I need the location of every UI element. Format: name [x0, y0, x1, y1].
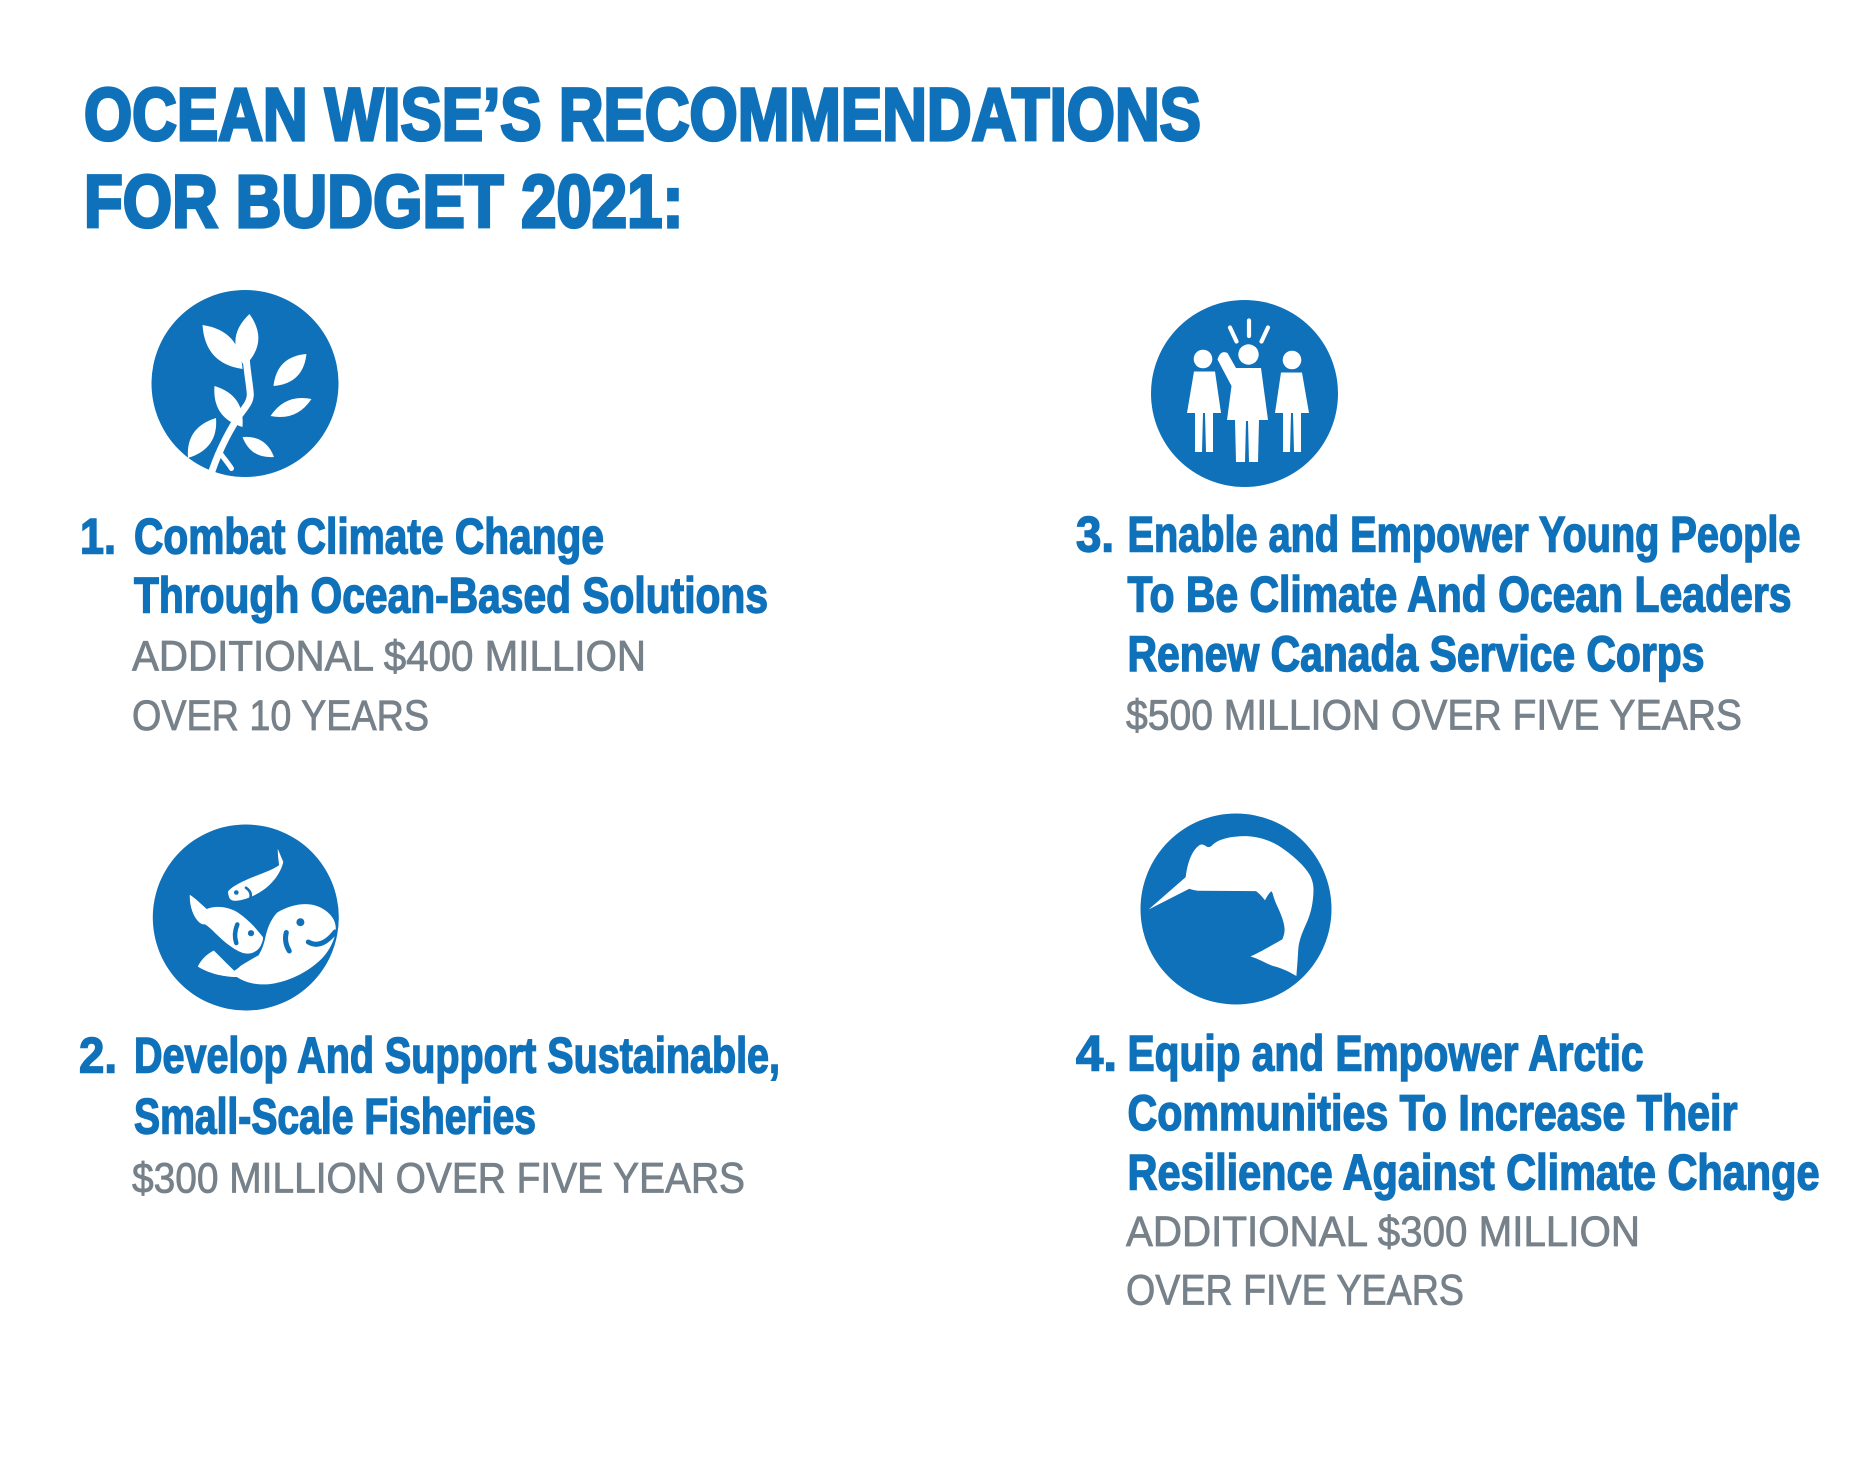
svg-text:Through Ocean-Based Solutions: Through Ocean-Based Solutions — [134, 568, 768, 624]
svg-text:Renew Canada Service Corps: Renew Canada Service Corps — [1128, 626, 1705, 682]
svg-text:3.: 3. — [1076, 507, 1114, 563]
svg-text:Enable and Empower Young Peopl: Enable and Empower Young People — [1128, 507, 1801, 563]
svg-text:$300 MILLION OVER FIVE YEARS: $300 MILLION OVER FIVE YEARS — [132, 1154, 745, 1201]
svg-text:4.: 4. — [1076, 1026, 1117, 1082]
svg-text:1.: 1. — [80, 509, 116, 565]
svg-text:ADDITIONAL $300 MILLION: ADDITIONAL $300 MILLION — [1126, 1208, 1640, 1255]
svg-text:Resilience Against Climate Cha: Resilience Against Climate Change — [1128, 1144, 1820, 1200]
svg-text:ADDITIONAL $400 MILLION: ADDITIONAL $400 MILLION — [132, 633, 646, 680]
svg-text:2.: 2. — [79, 1028, 117, 1084]
svg-text:Combat Climate Change: Combat Climate Change — [134, 509, 604, 565]
svg-text:OVER FIVE YEARS: OVER FIVE YEARS — [1126, 1266, 1464, 1313]
svg-text:Small-Scale Fisheries: Small-Scale Fisheries — [134, 1089, 536, 1145]
svg-text:Communities To Increase Their: Communities To Increase Their — [1128, 1085, 1738, 1141]
svg-text:Equip and Empower Arctic: Equip and Empower Arctic — [1128, 1026, 1644, 1082]
svg-text:FOR BUDGET 2021:: FOR BUDGET 2021: — [84, 160, 684, 243]
svg-text:$500 MILLION OVER FIVE YEARS: $500 MILLION OVER FIVE YEARS — [1126, 692, 1742, 739]
svg-text:OCEAN WISE’S RECOMMENDATIONS: OCEAN WISE’S RECOMMENDATIONS — [84, 73, 1201, 156]
svg-text:To Be Climate And Ocean Leader: To Be Climate And Ocean Leaders — [1128, 566, 1792, 622]
svg-text:Develop And Support Sustainabl: Develop And Support Sustainable, — [134, 1028, 780, 1084]
svg-text:OVER 10 YEARS: OVER 10 YEARS — [132, 692, 429, 739]
